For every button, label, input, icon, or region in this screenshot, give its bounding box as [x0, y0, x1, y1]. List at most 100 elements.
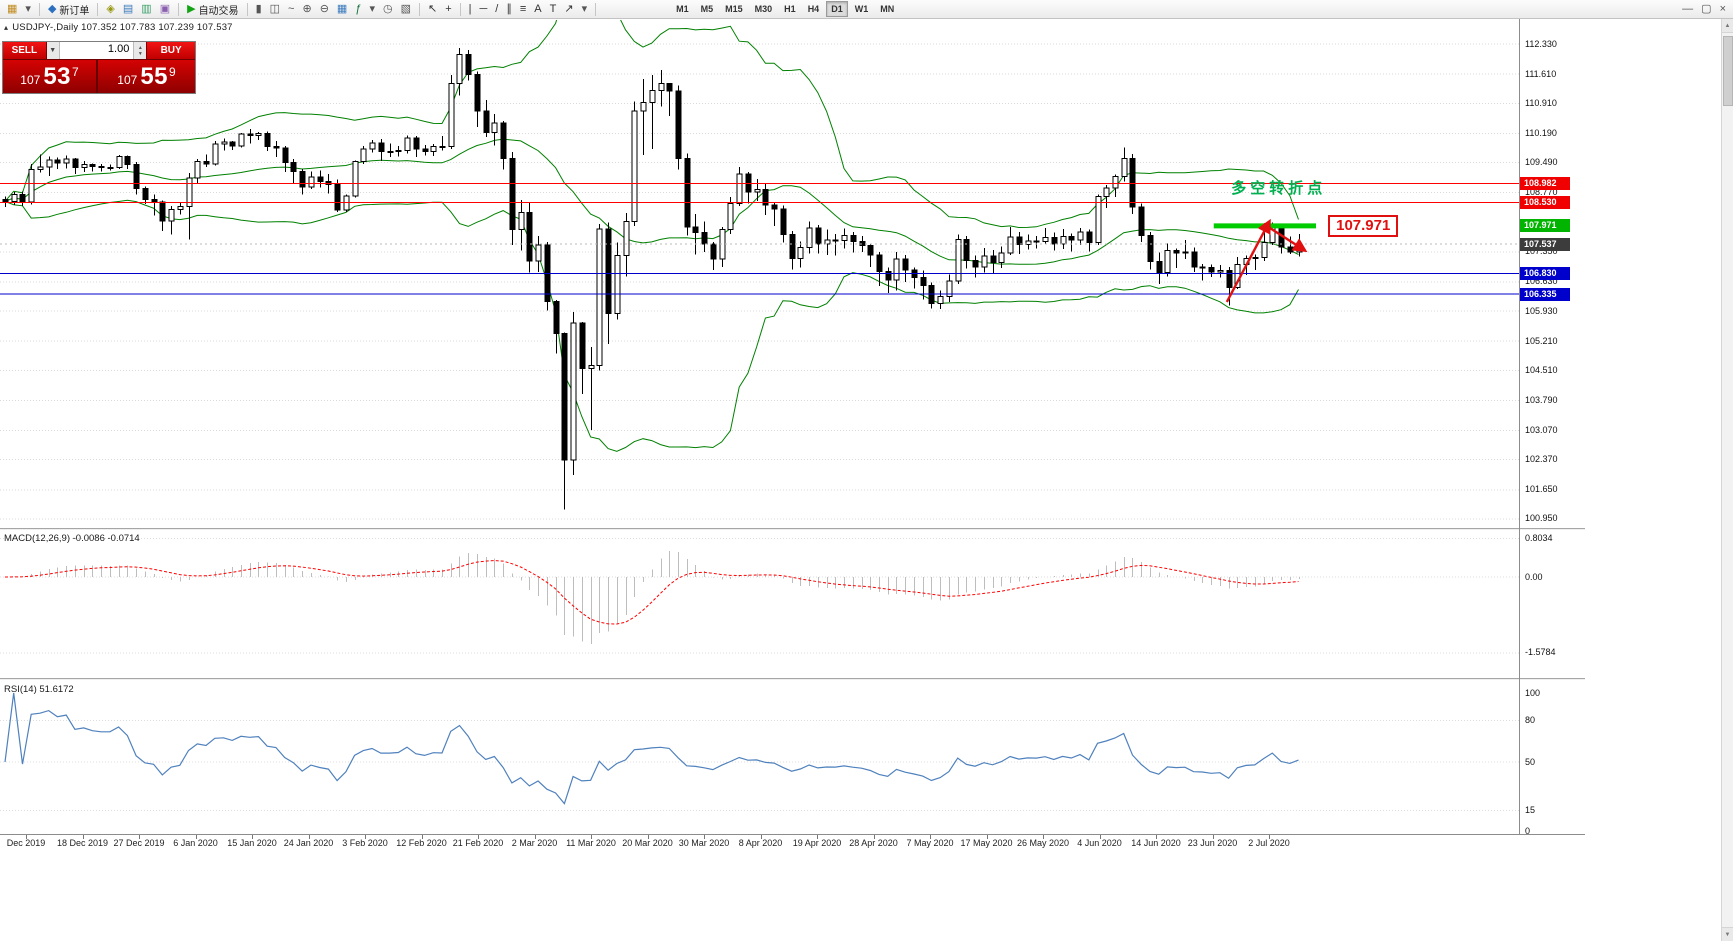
chart-annotation-text[interactable]: 多空转折点: [1231, 180, 1327, 198]
date-ticks: [26, 835, 1270, 839]
profiles-dropdown-icon[interactable]: ▾: [21, 1, 35, 18]
volume-up-icon[interactable]: ▲: [137, 44, 143, 51]
zoom-in-icon-glyph: ⊕: [302, 2, 312, 15]
trendline-icon[interactable]: /: [491, 1, 502, 18]
date-label: 23 Jun 2020: [1187, 838, 1238, 848]
candle: [640, 79, 647, 156]
price-callout-label[interactable]: 107.971: [1328, 214, 1399, 237]
horizontal-line-icon[interactable]: ─: [476, 1, 492, 18]
trend-arrow-1[interactable]: [1225, 218, 1271, 303]
new-order-button[interactable]: ◆ 新订单: [44, 1, 93, 18]
bid-price[interactable]: 107 53 7: [3, 60, 98, 93]
panel-collapse-icon[interactable]: ▴: [4, 23, 9, 32]
cursor-icon[interactable]: ↖: [424, 1, 441, 18]
timeframe-m1[interactable]: M1: [676, 4, 689, 14]
candle: [194, 158, 201, 184]
scrollbar-thumb[interactable]: [1722, 36, 1733, 106]
scale-label: 107.350: [1525, 246, 1558, 257]
candle: [570, 311, 577, 476]
candle: [885, 267, 892, 294]
autotrading-button[interactable]: ▶ 自动交易: [183, 1, 242, 18]
date-label: 30 Mar 2020: [678, 838, 730, 848]
candlestick-chart-icon[interactable]: ◫: [266, 1, 284, 18]
candle: [963, 235, 970, 269]
window-minimize-button[interactable]: —: [1678, 1, 1697, 18]
scale-label: 112.330: [1525, 38, 1557, 49]
fibonacci-icon[interactable]: ≡: [516, 1, 530, 18]
channel-icon[interactable]: ∥: [502, 1, 516, 18]
scale-label: 106.630: [1525, 276, 1558, 287]
scale-label: 104.510: [1525, 364, 1558, 375]
candle: [824, 229, 831, 256]
candle: [649, 74, 656, 149]
timeframe-m5[interactable]: M5: [700, 4, 714, 14]
timeframe-m15[interactable]: M15: [725, 4, 743, 14]
arrows-tool-icon[interactable]: ↗: [560, 1, 577, 18]
ask-price[interactable]: 107 55 9: [98, 60, 195, 93]
price-tag-106.830: 106.830: [1520, 267, 1570, 281]
text-label-icon[interactable]: T: [546, 1, 561, 18]
text-icon[interactable]: A: [530, 1, 545, 18]
data-window-icon[interactable]: ▥: [137, 1, 155, 18]
volume-dropdown-icon[interactable]: ▼: [46, 42, 60, 59]
templates-dropdown-icon[interactable]: ▧: [397, 1, 415, 18]
scale-label: 15: [1525, 804, 1536, 815]
new-chart-icon[interactable]: ▦: [3, 1, 21, 18]
toolbar-separator: [246, 2, 248, 16]
date-label: 11 Mar 2020: [566, 838, 616, 848]
buy-button[interactable]: BUY: [146, 42, 195, 59]
metaeditor-icon[interactable]: ◈: [102, 1, 118, 18]
candle: [972, 255, 979, 278]
scroll-up-icon[interactable]: ▲: [1721, 19, 1733, 33]
timeframe-mn[interactable]: MN: [880, 4, 895, 14]
scale-label: 0: [1525, 825, 1531, 836]
candle: [378, 139, 385, 161]
indicators-icon[interactable]: ƒ: [351, 1, 365, 18]
candle: [1156, 252, 1163, 284]
timeframe-d1[interactable]: D1: [826, 1, 848, 17]
sell-button[interactable]: SELL: [3, 42, 47, 59]
candle: [850, 232, 857, 253]
volume-stepper[interactable]: ▲ ▼: [133, 42, 147, 59]
line-chart-icon[interactable]: ~: [284, 1, 298, 18]
trend-arrow-2[interactable]: [1262, 222, 1308, 253]
timeframe-m30[interactable]: M30: [754, 4, 773, 14]
tile-windows-icon-glyph: ▦: [336, 2, 348, 15]
candle: [177, 201, 184, 215]
tile-windows-icon[interactable]: ▦: [333, 1, 351, 18]
candle: [1095, 194, 1102, 246]
market-watch-icon[interactable]: ▤: [119, 1, 137, 18]
navigator-icon[interactable]: ▣: [156, 1, 174, 18]
arrows-dropdown-icon[interactable]: ▾: [578, 1, 592, 18]
candle: [832, 233, 839, 256]
volume-input[interactable]: 1.00: [59, 42, 134, 59]
candle: [282, 145, 289, 173]
candle: [46, 156, 53, 176]
candle: [1164, 243, 1171, 277]
toolbar-separator: [459, 2, 461, 16]
vertical-scrollbar[interactable]: ▲ ▼: [1721, 19, 1733, 941]
crosshair-icon[interactable]: +: [441, 1, 455, 18]
window-restore-button[interactable]: ▢: [1697, 1, 1715, 18]
window-close-button[interactable]: ×: [1716, 1, 1730, 18]
timeframe-h4[interactable]: H4: [807, 4, 820, 14]
scroll-down-icon[interactable]: ▼: [1721, 927, 1733, 941]
data-window-icon-glyph: ▥: [141, 2, 152, 15]
candle: [1103, 185, 1110, 209]
timeframe-w1[interactable]: W1: [854, 4, 869, 14]
new-order-button-glyph: ◆: [47, 2, 57, 15]
candle: [98, 164, 105, 172]
pane-separators[interactable]: [0, 19, 1585, 835]
periods-dropdown-icon[interactable]: ◷: [379, 1, 397, 18]
new-order-button-label: 新订单: [59, 5, 90, 17]
vertical-line-icon[interactable]: |: [465, 1, 476, 18]
zoom-out-icon[interactable]: ⊖: [316, 1, 333, 18]
bar-chart-icon[interactable]: ▮: [252, 1, 266, 18]
zoom-in-icon[interactable]: ⊕: [298, 1, 315, 18]
candle: [675, 85, 682, 170]
volume-down-icon[interactable]: ▼: [137, 50, 143, 57]
timeframe-h1[interactable]: H1: [784, 4, 796, 14]
candle: [544, 241, 551, 311]
indicators-dropdown-icon[interactable]: ▾: [365, 1, 379, 18]
